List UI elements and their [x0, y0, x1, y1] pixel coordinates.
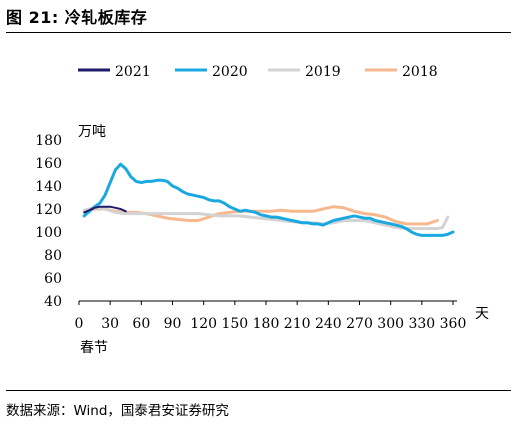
title-divider	[6, 32, 511, 33]
x-axis-ticks: 0 30 60 90 120 150 180 210 240 270 300 330 360	[75, 301, 467, 332]
x-tick-label: 180	[253, 316, 280, 332]
series-line-2020	[82, 162, 455, 237]
x-tick-label: 300	[377, 316, 404, 332]
y-tick-label: 160	[35, 156, 62, 172]
legend-label-2018: 2018	[402, 64, 438, 80]
series-lines	[82, 162, 455, 237]
y-tick-label: 40	[44, 294, 62, 310]
y-tick-label: 100	[35, 225, 62, 241]
x-tick-label: 60	[132, 316, 150, 332]
series-line-2021	[83, 205, 127, 214]
y-axis-unit-label: 万吨	[78, 124, 106, 140]
x-origin-label: 春节	[80, 340, 108, 356]
x-axis-unit-label: 天	[475, 306, 489, 322]
y-tick-label: 80	[44, 248, 62, 264]
legend-label-2019: 2019	[305, 64, 341, 80]
figure-title: 图 21: 冷轧板库存	[6, 8, 148, 27]
x-tick-label: 30	[101, 316, 119, 332]
y-axis-ticks: 40 60 80 100 120 140 160 180	[35, 133, 62, 310]
x-tick-label: 90	[164, 316, 182, 332]
y-tick-label: 140	[35, 179, 62, 195]
x-tick-label: 120	[190, 316, 217, 332]
x-tick-label: 270	[346, 316, 373, 332]
source-divider	[6, 390, 511, 391]
x-tick-label: 330	[408, 316, 435, 332]
x-tick-label: 150	[221, 316, 248, 332]
y-tick-label: 180	[35, 133, 62, 149]
legend-label-2021: 2021	[115, 64, 151, 80]
legend-label-2020: 2020	[212, 64, 248, 80]
data-source-note: 数据来源：Wind，国泰君安证券研究	[6, 403, 229, 419]
legend: 2021 2020 2019 2018	[78, 64, 438, 80]
line-chart: 2021 2020 2019 2018 万吨 40 60 80 100 120 140 160 18…	[35, 64, 489, 356]
x-tick-label: 360	[440, 316, 467, 332]
y-tick-label: 120	[35, 202, 62, 218]
x-tick-label: 240	[315, 316, 342, 332]
x-tick-label: 210	[284, 316, 311, 332]
x-tick-label: 0	[75, 316, 84, 332]
y-tick-label: 60	[44, 271, 62, 287]
